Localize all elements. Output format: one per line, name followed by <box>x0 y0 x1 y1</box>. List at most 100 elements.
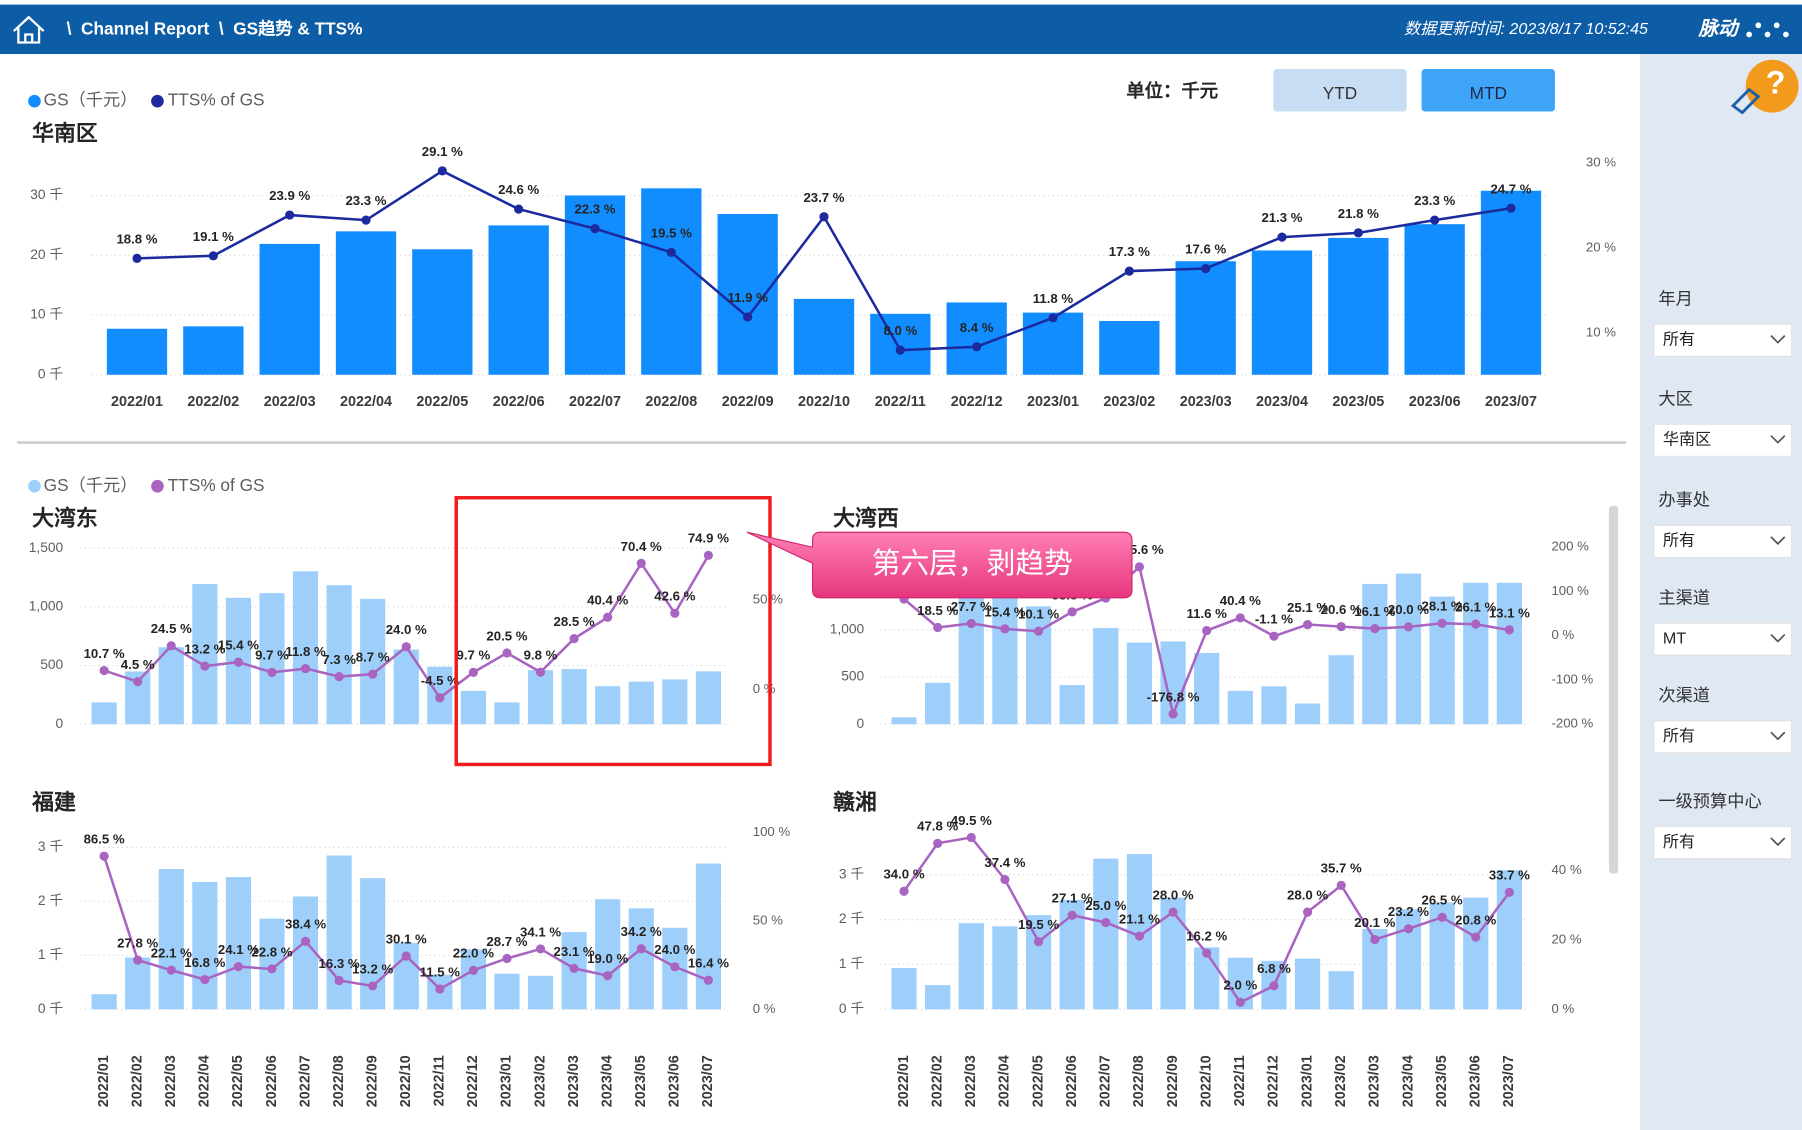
filter-label: 主渠道 <box>1658 587 1710 607</box>
bar <box>158 647 184 725</box>
help-icon[interactable] <box>1745 59 1799 113</box>
y-tick-label: 3 千 <box>839 866 864 881</box>
filter-dropdown[interactable] <box>1653 622 1793 656</box>
line-point <box>1504 887 1514 897</box>
dropdown-arrow <box>1770 335 1786 344</box>
mtd-button-label[interactable]: MTD <box>1470 83 1507 103</box>
mtd-button[interactable] <box>1421 68 1555 112</box>
line-point <box>666 247 676 258</box>
line-point <box>1302 619 1313 630</box>
y-tick-label: 500 <box>841 669 864 684</box>
brand: 脉动 <box>1698 18 1741 40</box>
bar <box>1126 642 1153 725</box>
x-tick-label: 2022/07 <box>297 1055 313 1107</box>
y2-tick-label: 20 % <box>1551 931 1581 946</box>
x-tick-label: 2023/05 <box>633 1055 649 1107</box>
x-tick-label: 2022/01 <box>111 394 163 410</box>
bar <box>992 926 1018 1010</box>
bar <box>1362 583 1388 725</box>
data-label: 22.8 % <box>251 944 292 959</box>
data-label: 35.7 % <box>1321 861 1362 876</box>
filter-value[interactable]: 所有 <box>1663 833 1695 851</box>
data-label: 16.8 % <box>184 955 225 970</box>
x-tick-label: 2023/07 <box>1485 394 1537 410</box>
ytd-button-label[interactable]: YTD <box>1323 83 1357 103</box>
filter-dropdown[interactable] <box>1653 423 1793 457</box>
data-label: 6.8 % <box>1257 961 1291 976</box>
data-label: 34.2 % <box>621 924 662 939</box>
line-point <box>435 984 445 994</box>
filter-value[interactable]: MT <box>1663 629 1686 647</box>
data-label: 33.7 % <box>1489 868 1530 883</box>
line-point <box>437 166 447 176</box>
ytd-button[interactable] <box>1273 68 1407 112</box>
x-tick-label: 2023/06 <box>1409 394 1461 410</box>
filter-value[interactable]: 所有 <box>1663 532 1695 550</box>
y2-tick-label: 0 % <box>753 1001 776 1016</box>
home-icon[interactable] <box>13 15 45 44</box>
bar <box>1294 703 1321 725</box>
line-point <box>401 951 411 961</box>
data-label: 74.9 % <box>688 531 729 546</box>
line-point <box>819 212 829 222</box>
line-point <box>933 622 943 633</box>
data-label: 19.1 % <box>193 229 234 244</box>
line-point <box>1370 934 1380 945</box>
legend-swatch <box>28 479 41 493</box>
scrollbar[interactable] <box>1608 505 1619 874</box>
filter-dropdown[interactable] <box>1653 323 1793 357</box>
line-point <box>933 838 943 848</box>
filter-label: 一级预算中心 <box>1658 791 1761 811</box>
y2-tick-label: 0 % <box>1551 627 1574 642</box>
data-label: 19.5 % <box>651 226 692 241</box>
filter-value[interactable]: 华南区 <box>1663 431 1711 449</box>
line-point <box>636 944 646 954</box>
data-label: 34.0 % <box>883 867 924 882</box>
bar <box>1395 573 1422 725</box>
bar <box>1227 690 1253 725</box>
x-tick-label: 2023/04 <box>1256 394 1308 410</box>
bar <box>460 690 486 725</box>
data-label: 24.7 % <box>1490 181 1531 196</box>
x-tick-label: 2022/03 <box>963 1055 979 1107</box>
header-bar <box>0 4 1802 55</box>
x-tick-label: 2023/06 <box>667 1055 683 1107</box>
line-point <box>233 962 244 972</box>
y2-tick-label: -100 % <box>1551 671 1593 686</box>
bar <box>259 593 285 725</box>
help-mark[interactable]: ? <box>1766 65 1786 101</box>
data-label: 15.4 % <box>984 604 1025 619</box>
line-point <box>502 648 512 658</box>
filter-dropdown[interactable] <box>1653 720 1793 754</box>
update-time: 数据更新时间: 2023/8/17 10:52:45 <box>1404 20 1648 38</box>
x-tick-label: 2023/04 <box>1400 1055 1416 1107</box>
bar <box>958 580 984 725</box>
data-label: 11.8 % <box>285 644 326 659</box>
filter-dropdown[interactable] <box>1653 825 1793 860</box>
filter-value[interactable]: 所有 <box>1663 727 1695 745</box>
y2-tick-label: 50 % <box>753 912 783 927</box>
bar <box>925 985 951 1010</box>
data-label: 8.4 % <box>960 320 994 335</box>
line-point <box>1336 880 1346 890</box>
filter-dropdown[interactable] <box>1653 524 1793 559</box>
bar <box>1251 250 1313 375</box>
x-tick-label: 2022/10 <box>1198 1055 1214 1107</box>
breadcrumb[interactable]: \ Channel Report \ GS趋势 & TTS% <box>67 18 363 38</box>
line-point <box>1353 228 1363 238</box>
x-tick-label: 2022/01 <box>896 1055 912 1107</box>
x-tick-label: 2022/09 <box>722 394 774 410</box>
line-point <box>368 981 378 991</box>
line-point <box>133 955 143 965</box>
line-point <box>1471 619 1481 629</box>
callout-text: 第六层，剥趋势 <box>872 548 1073 580</box>
line-point <box>1202 625 1212 636</box>
filter-value[interactable]: 所有 <box>1663 331 1695 349</box>
data-label: 47.8 % <box>917 819 958 834</box>
bar <box>1022 312 1084 375</box>
data-label: 2.0 % <box>1223 978 1257 993</box>
y-tick-label: 0 <box>857 716 865 731</box>
x-tick-label: 2022/04 <box>197 1055 213 1107</box>
x-tick-label: 2022/05 <box>230 1055 246 1107</box>
